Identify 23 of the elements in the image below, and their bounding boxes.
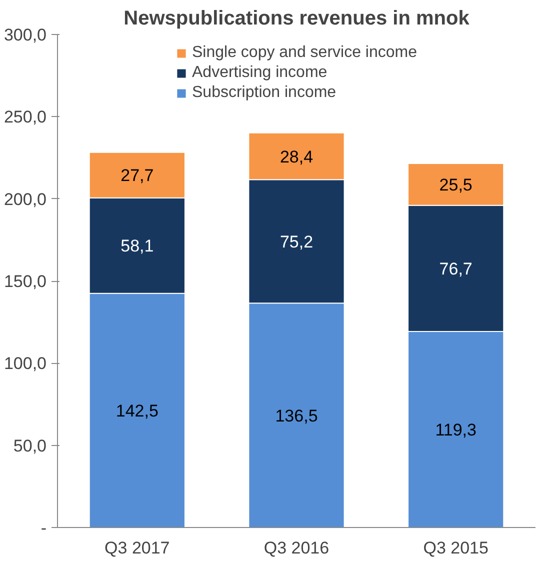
y-tick-label: 200,0 [4, 190, 47, 209]
data-label: 28,4 [280, 147, 314, 166]
y-tick-label: - [40, 518, 47, 538]
data-label: 25,5 [439, 175, 472, 194]
y-tick-label: 250,0 [4, 108, 47, 127]
y-tick-label: 150,0 [4, 272, 47, 291]
legend-label: Advertising income [192, 64, 328, 82]
y-tick-label: 50,0 [13, 436, 47, 456]
data-label: 136,5 [275, 406, 318, 426]
data-label: 27,7 [120, 166, 154, 186]
data-label: 58,1 [120, 236, 154, 256]
y-tick-label: 100,0 [4, 354, 47, 374]
chart-title: Newspublications revenues in mnok [124, 8, 470, 30]
legend-label: Subscription income [192, 84, 336, 102]
y-tick-label: 300,0 [4, 26, 47, 44]
data-label: 119,3 [435, 420, 476, 440]
x-tick-label: Q3 2015 [423, 538, 488, 558]
data-label: 76,7 [439, 259, 472, 278]
x-tick-label: Q3 2016 [264, 538, 330, 558]
data-label: 75,2 [280, 232, 314, 252]
data-label: 142,5 [116, 401, 158, 420]
legend-label: Single copy and service income [192, 44, 418, 62]
x-tick-label: Q3 2017 [104, 538, 170, 558]
